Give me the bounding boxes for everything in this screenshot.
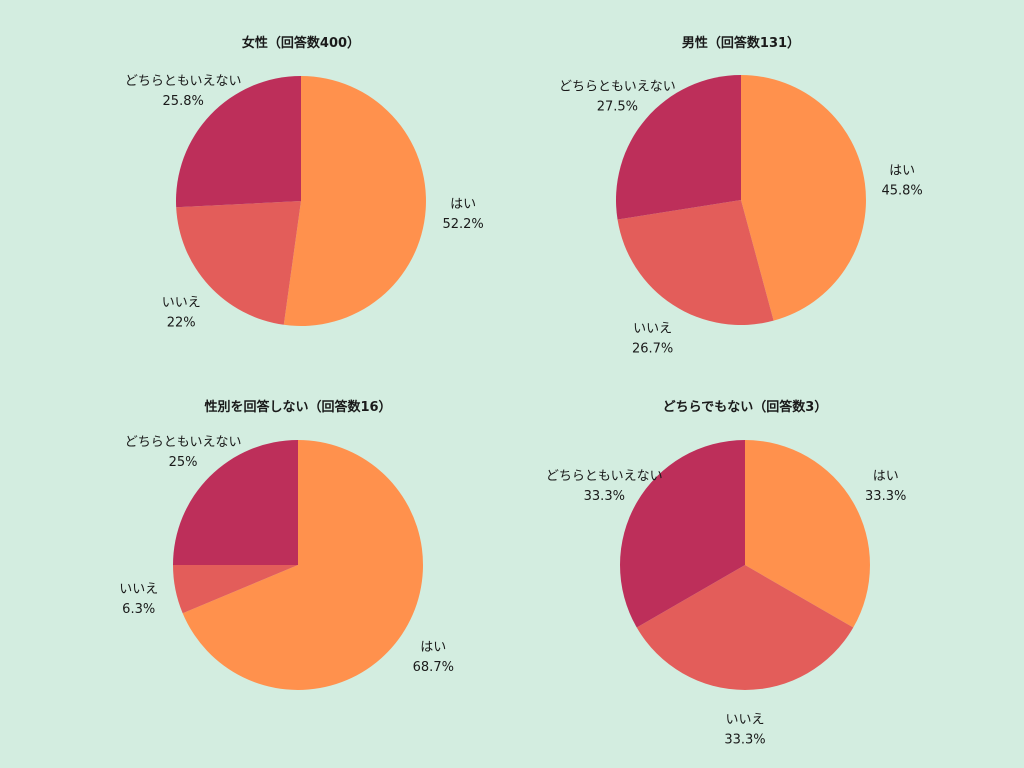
slice-label-no: いいえ 6.3% [119, 582, 158, 617]
slice-label-yes: はい 52.2% [442, 197, 483, 232]
pie-slice-yes [283, 76, 426, 326]
slice-percent-label: 45.8% [881, 184, 922, 199]
slice-percent-label: 25% [169, 455, 198, 470]
slice-percent-label: 52.2% [442, 217, 483, 232]
pie-chart-4: どちらでもない（回答数3） はい 33.3% いいえ 33.3% どちらともいえない 33.… [546, 399, 906, 748]
slice-category-label: はい [889, 164, 915, 179]
slice-percent-label: 68.7% [413, 660, 454, 675]
slice-label-neither: どちらともいえない 25% [125, 435, 242, 470]
pie-slice-neither [173, 440, 298, 565]
pie-chart-1: 女性（回答数400） はい 52.2% いいえ 22% どちらともいえない 25.8% [125, 35, 484, 331]
chart-title: 男性（回答数131） [682, 35, 800, 51]
slice-category-label: いいえ [162, 296, 201, 311]
slice-label-no: いいえ 33.3% [724, 713, 765, 748]
slice-percent-label: 26.7% [632, 341, 673, 356]
pie-slice-yes [745, 440, 870, 628]
slice-category-label: どちらともいえない [125, 74, 242, 89]
slice-label-yes: はい 33.3% [865, 469, 906, 504]
pie-slice-no [176, 201, 301, 325]
chart-title: 女性（回答数400） [242, 35, 360, 51]
slice-label-yes: はい 68.7% [413, 640, 454, 675]
pie-slice-no [617, 200, 774, 325]
slice-category-label: いいえ [633, 321, 672, 336]
slice-category-label: はい [873, 469, 899, 484]
pie-slice-no [636, 565, 854, 690]
pie-chart-3: 性別を回答しない（回答数16） はい 68.7% いいえ 6.3% どちらともいえない 25… [119, 399, 454, 691]
chart-title: 性別を回答しない（回答数16） [204, 399, 391, 415]
slice-percent-label: 27.5% [597, 100, 638, 115]
slice-percent-label: 6.3% [122, 602, 155, 617]
slice-percent-label: 33.3% [865, 489, 906, 504]
chart-title: どちらでもない（回答数3） [663, 399, 828, 415]
slice-percent-label: 22% [167, 316, 196, 331]
slice-label-no: いいえ 26.7% [632, 321, 673, 356]
pie-slice-no [173, 565, 298, 614]
slice-category-label: いいえ [725, 713, 764, 728]
slice-percent-label: 33.3% [584, 489, 625, 504]
slice-category-label: どちらともいえない [125, 435, 242, 450]
slice-label-neither: どちらともいえない 27.5% [559, 80, 676, 115]
slice-category-label: はい [420, 640, 446, 655]
slice-label-neither: どちらともいえない 33.3% [546, 469, 663, 504]
slice-category-label: どちらともいえない [559, 80, 676, 95]
pie-slice-yes [182, 440, 424, 691]
pie-slice-neither [620, 440, 745, 628]
slice-label-neither: どちらともいえない 25.8% [125, 74, 242, 109]
pie-slice-neither [176, 76, 301, 208]
slice-category-label: いいえ [119, 582, 158, 597]
slice-category-label: どちらともいえない [546, 469, 663, 484]
pie-chart-2: 男性（回答数131） はい 45.8% いいえ 26.7% どちらともいえない 27.5% [559, 35, 923, 356]
slice-percent-label: 25.8% [163, 94, 204, 109]
pie-slice-neither [616, 75, 741, 220]
slice-label-no: いいえ 22% [162, 296, 201, 331]
pie-slice-yes [741, 75, 866, 321]
slice-percent-label: 33.3% [724, 733, 765, 748]
slice-label-yes: はい 45.8% [881, 164, 922, 199]
slice-category-label: はい [450, 197, 476, 212]
